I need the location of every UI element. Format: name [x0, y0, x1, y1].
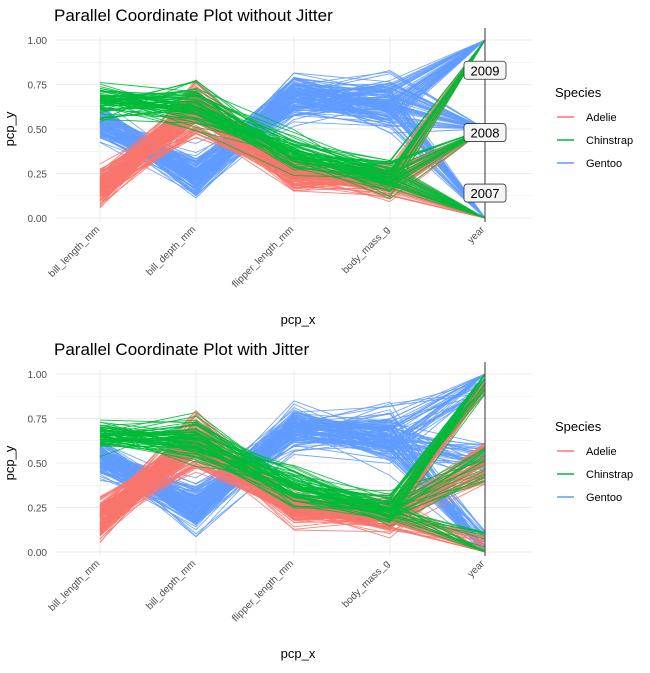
y-axis-label: pcp_y — [2, 445, 17, 480]
x-tick-label: year — [466, 224, 488, 246]
y-tick-label: 0.75 — [28, 415, 48, 426]
series-line-chinstrap — [99, 430, 486, 527]
series-line-gentoo — [99, 99, 486, 187]
series-lines — [99, 39, 486, 219]
series-line-chinstrap — [99, 107, 486, 178]
series-line-chinstrap — [99, 373, 486, 513]
series-line-gentoo — [99, 70, 486, 194]
legend-label: Adelie — [586, 112, 617, 124]
series-line-gentoo — [99, 88, 486, 170]
series-line-gentoo — [99, 39, 486, 182]
series-line-adelie — [99, 437, 486, 530]
x-tick-label: bill_depth_mm — [144, 558, 198, 612]
y-tick-label: 0.50 — [28, 125, 48, 136]
y-axis-label: pcp_y — [2, 111, 17, 146]
series-line-chinstrap — [99, 97, 486, 219]
series-line-gentoo — [99, 420, 486, 507]
series-line-gentoo — [99, 383, 486, 531]
legend-title: Species — [555, 85, 602, 100]
chart-title: Parallel Coordinate Plot with Jitter — [54, 340, 309, 359]
series-line-chinstrap — [99, 39, 486, 180]
y-tick-label: 1.00 — [28, 36, 48, 47]
legend: Adelie Chinstrap Gentoo — [557, 446, 633, 504]
series-line-chinstrap — [99, 436, 486, 516]
year-label-text: 2009 — [471, 63, 500, 78]
x-tick-label: bill_depth_mm — [144, 224, 198, 278]
series-line-chinstrap — [99, 86, 486, 200]
y-tick-label: 0.25 — [28, 504, 48, 515]
series-line-chinstrap — [99, 393, 486, 505]
series-line-chinstrap — [99, 95, 486, 219]
series-line-chinstrap — [99, 39, 486, 163]
year-label-box — [463, 60, 507, 80]
series-line-chinstrap — [99, 387, 486, 497]
y-tick-label: 0.00 — [28, 214, 48, 225]
legend-label: Chinstrap — [586, 469, 633, 481]
legend: Adelie Chinstrap Gentoo — [557, 112, 633, 170]
series-line-chinstrap — [99, 98, 486, 219]
legend-label: Gentoo — [586, 492, 622, 504]
year-label-box — [463, 183, 507, 203]
year-label-text: 2008 — [471, 126, 500, 141]
legend-label: Chinstrap — [586, 135, 633, 147]
x-tick-label: flipper_length_mm — [230, 558, 296, 624]
series-line-chinstrap — [99, 429, 486, 553]
x-tick-label: bill_length_mm — [47, 558, 102, 613]
series-line-gentoo — [99, 39, 486, 181]
series-line-adelie — [99, 132, 486, 219]
legend-label: Adelie — [586, 446, 617, 458]
year-label-text: 2007 — [471, 186, 500, 201]
series-line-adelie — [99, 439, 486, 533]
legend-label: Gentoo — [586, 158, 622, 170]
series-line-chinstrap — [99, 442, 486, 551]
series-line-chinstrap — [99, 431, 486, 548]
series-line-gentoo — [99, 105, 486, 219]
series-line-chinstrap — [99, 373, 486, 510]
x-tick-label: body_mass_g — [340, 558, 392, 610]
x-tick-label: bill_length_mm — [47, 224, 102, 279]
year-label: 2007 — [463, 183, 507, 203]
y-tick-label: 0.00 — [28, 548, 48, 559]
series-lines — [99, 373, 486, 553]
chart-bottom: Parallel Coordinate Plot with Jitter pcp… — [2, 340, 633, 661]
series-line-chinstrap — [99, 39, 486, 185]
series-line-chinstrap — [99, 373, 486, 501]
series-line-chinstrap — [99, 90, 486, 219]
series-line-chinstrap — [99, 102, 486, 163]
y-tick-label: 0.25 — [28, 170, 48, 181]
legend-title: Species — [555, 419, 602, 434]
year-label-box — [463, 123, 507, 142]
x-axis-label: pcp_x — [281, 312, 316, 327]
series-line-adelie — [99, 115, 486, 219]
series-line-adelie — [99, 452, 486, 517]
series-line-chinstrap — [99, 39, 486, 198]
y-tick-label: 1.00 — [28, 370, 48, 381]
series-line-adelie — [99, 101, 486, 196]
year-label: 2009 — [463, 60, 507, 80]
series-line-chinstrap — [99, 91, 486, 186]
chart-title: Parallel Coordinate Plot without Jitter — [54, 6, 333, 25]
series-line-chinstrap — [99, 442, 486, 553]
x-tick-label: year — [466, 558, 488, 580]
x-axis-label: pcp_x — [281, 646, 316, 661]
y-tick-label: 0.75 — [28, 81, 48, 92]
year-label: 2008 — [463, 123, 507, 142]
series-line-chinstrap — [99, 88, 486, 184]
series-line-chinstrap — [99, 118, 486, 170]
y-tick-label: 0.50 — [28, 459, 48, 470]
x-tick-label: flipper_length_mm — [230, 224, 296, 290]
series-line-adelie — [99, 119, 486, 208]
chart-top: Parallel Coordinate Plot without Jitter … — [2, 6, 633, 327]
series-line-chinstrap — [99, 82, 486, 219]
series-line-chinstrap — [99, 440, 486, 511]
series-line-chinstrap — [99, 109, 486, 219]
series-line-gentoo — [99, 390, 486, 509]
series-line-gentoo — [99, 373, 486, 510]
x-tick-label: body_mass_g — [340, 224, 392, 276]
